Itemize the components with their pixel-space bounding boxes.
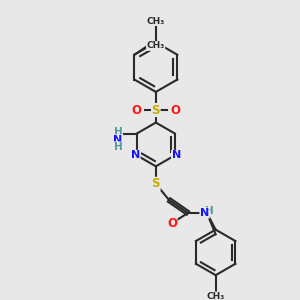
Text: O: O xyxy=(170,103,180,116)
Text: O: O xyxy=(167,217,177,230)
Text: N: N xyxy=(113,135,122,145)
Text: CH₃: CH₃ xyxy=(146,41,165,50)
Text: N: N xyxy=(172,150,181,161)
Text: CH₃: CH₃ xyxy=(206,292,225,300)
Text: CH₃: CH₃ xyxy=(147,16,165,26)
Text: S: S xyxy=(152,103,160,116)
Text: H: H xyxy=(113,142,122,152)
Text: H: H xyxy=(206,206,214,216)
Text: O: O xyxy=(131,103,141,116)
Text: N: N xyxy=(131,150,140,161)
Text: S: S xyxy=(152,177,160,190)
Text: H: H xyxy=(113,127,122,137)
Text: N: N xyxy=(200,208,209,218)
